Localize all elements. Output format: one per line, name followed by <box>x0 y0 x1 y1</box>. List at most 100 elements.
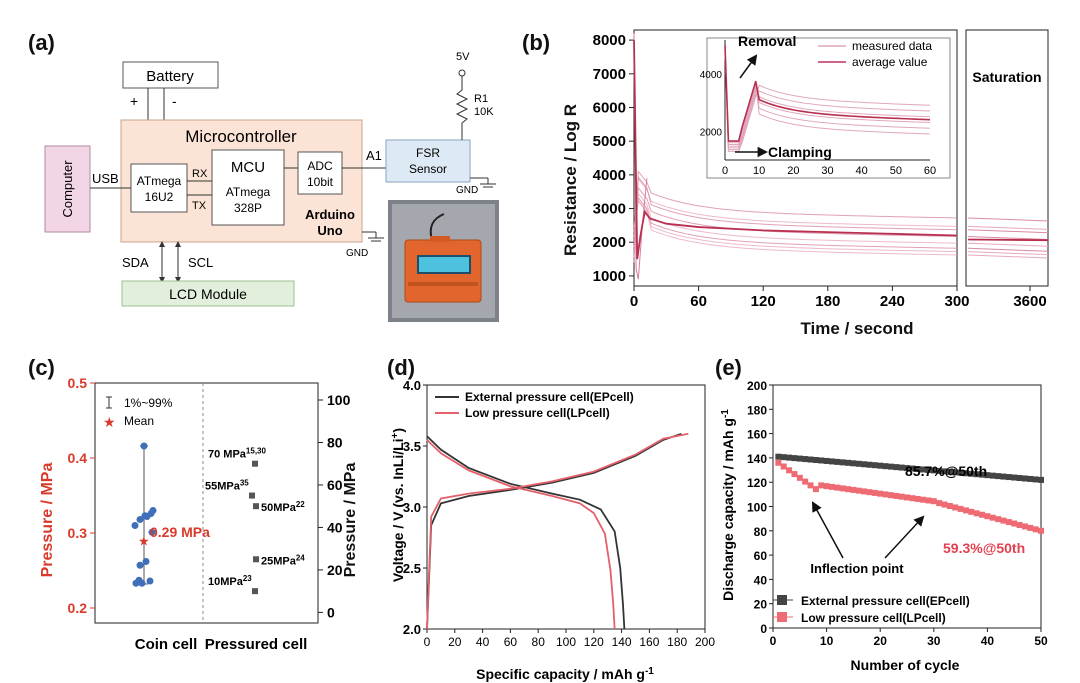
e-lp-point <box>1021 523 1028 530</box>
b-measured-curve <box>633 192 958 248</box>
atmega16u2-box <box>130 163 188 213</box>
e-ep-point <box>818 457 825 464</box>
e-lp-point <box>957 505 964 512</box>
e-ep-point <box>962 470 969 477</box>
panel-b-label: (b) <box>522 30 550 55</box>
b-inset-xtick-label: 30 <box>821 165 833 177</box>
atmega16u2-line2: 16U2 <box>145 190 174 204</box>
e-ep-point <box>979 471 986 478</box>
e-ep-point <box>904 465 910 472</box>
d-ytick-label: 2.5 <box>403 561 421 576</box>
c-mean-star-icon: ★ <box>138 534 150 549</box>
b-ytick-label: 7000 <box>593 66 626 83</box>
c-ytick-label: 0.5 <box>68 375 88 391</box>
c-pressured-ref: 35 <box>240 479 249 488</box>
c-pressured-ref: 22 <box>296 500 305 509</box>
e-lp-point <box>1038 527 1044 534</box>
e-lp-point <box>941 501 948 508</box>
b-inset-curve <box>724 44 931 142</box>
e-lp-point <box>802 478 809 485</box>
panel-d-label: (d) <box>387 355 415 380</box>
e-lp-point <box>791 471 798 478</box>
e-ytick-label: 200 <box>747 379 767 393</box>
d-legend-lp: Low pressure cell(LPcell) <box>465 406 610 420</box>
c-pressured-label: 70 MPa15,30 <box>208 447 266 461</box>
d-lp-discharge-curve <box>426 439 616 630</box>
e-ep-point <box>850 460 857 467</box>
b-measured-curve <box>633 198 958 253</box>
c-mean-label: 0.29 MPa <box>150 524 210 540</box>
e-lp-point <box>1011 520 1018 527</box>
e-ep-point <box>775 453 782 460</box>
b-measured-curve <box>633 200 958 256</box>
c-ytick-label: 0.3 <box>68 525 88 541</box>
c-ytick-right-label: 100 <box>327 392 351 408</box>
lcd-label: LCD Module <box>169 286 247 302</box>
e-ep-point <box>812 457 819 464</box>
d-xtick-label: 20 <box>448 635 462 649</box>
e-ytick-label: 40 <box>754 573 768 587</box>
b-measured-curve <box>633 186 958 253</box>
panel-e-chart: (e) Discharge capacity / mAh g-1 Number … <box>715 355 1048 673</box>
b-xtick-label: 0 <box>630 293 638 310</box>
e-lp-point <box>1016 521 1023 528</box>
c-pressured-ref: 23 <box>243 574 252 583</box>
c-pressured-ref: 24 <box>296 553 305 562</box>
e-ep-point <box>898 464 905 471</box>
e-ep-point <box>936 467 943 474</box>
c-legend-mean-star-icon: ★ <box>103 414 116 430</box>
e-ep-point <box>796 455 803 462</box>
b-saturation-label: Saturation <box>972 69 1041 85</box>
e-lp-point <box>861 488 868 495</box>
b-xtick-label: 180 <box>815 293 840 310</box>
c-category-coin: Coin cell <box>135 636 198 653</box>
c-coin-point <box>135 576 143 584</box>
d-xtick-label: 40 <box>476 635 490 649</box>
fsr-gnd-label: GND <box>456 185 478 196</box>
battery-plus: + <box>130 93 138 109</box>
e-xtick-label: 20 <box>874 634 888 648</box>
c-coin-point <box>141 512 149 520</box>
d-y-axis-label: Voltage / V (vs. InLi/Li+) <box>390 428 406 582</box>
scl-label: SCL <box>188 255 213 270</box>
c-ytick-right-label: 80 <box>327 434 343 450</box>
e-frame <box>772 384 1042 629</box>
b-saturation-frame <box>965 29 1049 287</box>
e-ep-point <box>807 456 814 463</box>
device-photo <box>388 200 499 322</box>
e-lp-point <box>818 482 825 489</box>
b-ytick-label: 5000 <box>593 133 626 150</box>
c-legend-range: 1%~99% <box>124 396 173 410</box>
d-xtick-label: 180 <box>667 635 687 649</box>
b-saturation-curve <box>967 254 1049 259</box>
e-ytick-label: 180 <box>747 403 767 417</box>
e-ep-point <box>1032 476 1039 483</box>
d-ytick-label: 2.0 <box>403 622 421 637</box>
b-inset-curve <box>724 44 931 145</box>
e-ep-annotation: 85.7%@50th <box>905 463 987 479</box>
c-ytick-right-label: 60 <box>327 477 343 493</box>
e-lp-point <box>909 495 916 502</box>
e-ep-point <box>855 460 862 467</box>
d-xtick-label: 200 <box>695 635 715 649</box>
e-ep-point <box>1005 474 1012 481</box>
e-lp-point <box>984 513 991 520</box>
v5-terminal <box>458 69 466 77</box>
e-lp-point <box>1032 526 1039 533</box>
b-saturation-curve <box>967 251 1049 256</box>
battery-label: Battery <box>146 68 194 85</box>
e-inflection-label: Inflection point <box>810 561 904 576</box>
b-inset-ytick-label: 2000 <box>700 127 723 138</box>
e-ep-point <box>893 464 900 471</box>
e-x-axis-label: Number of cycle <box>851 657 960 673</box>
b-inset-xtick-label: 50 <box>890 165 902 177</box>
e-ep-point <box>834 458 841 465</box>
e-legend-lp: Low pressure cell(LPcell) <box>801 611 946 625</box>
e-ep-point <box>925 466 932 473</box>
c-pressured-point <box>252 460 258 467</box>
e-ep-point <box>845 459 852 466</box>
d-ytick-label: 4.0 <box>403 378 421 393</box>
computer-label: Computer <box>60 160 75 218</box>
c-y-right-axis-label: Pressure / MPa <box>342 463 359 578</box>
e-lp-point <box>850 486 857 493</box>
